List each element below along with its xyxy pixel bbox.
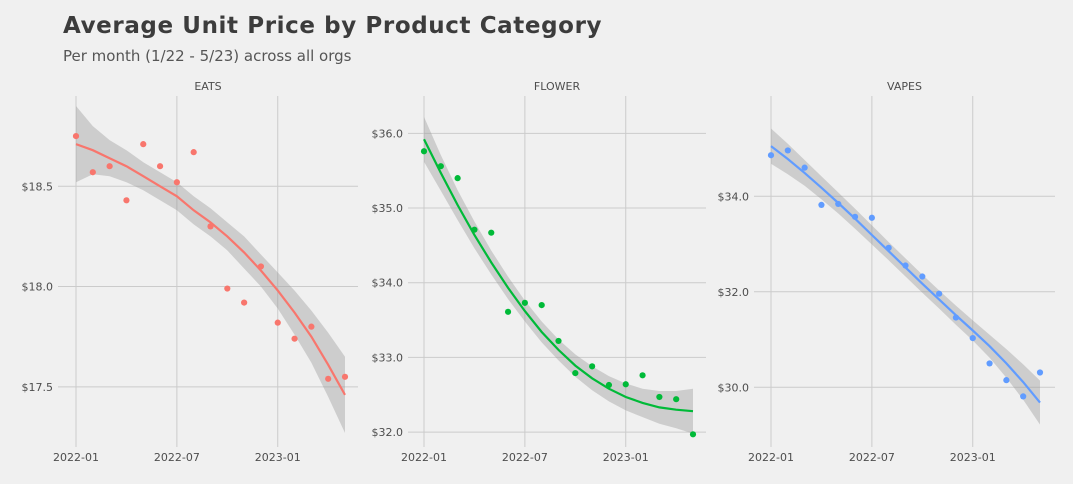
chart-subtitle: Per month (1/22 - 5/23) across all orgs bbox=[63, 47, 352, 65]
data-point-vapes bbox=[936, 290, 943, 297]
data-point-flower bbox=[454, 175, 461, 182]
x-tick-label: 2023-01 bbox=[603, 451, 649, 464]
data-point-vapes bbox=[868, 214, 875, 221]
data-point-vapes bbox=[986, 360, 993, 367]
trend-line-eats bbox=[75, 143, 346, 396]
data-point-flower bbox=[521, 299, 528, 306]
x-tick-label: 2022-07 bbox=[502, 451, 548, 464]
data-point-vapes bbox=[818, 201, 825, 208]
y-tick-label: $34.0 bbox=[372, 277, 404, 290]
data-point-eats bbox=[341, 373, 349, 380]
y-tick-label: $30.0 bbox=[718, 381, 750, 394]
data-point-eats bbox=[224, 285, 231, 292]
data-point-flower bbox=[420, 148, 428, 155]
confidence-band-flower bbox=[424, 116, 693, 434]
data-point-eats bbox=[274, 319, 281, 326]
y-tick-label: $32.0 bbox=[372, 426, 404, 439]
y-tick-label: $34.0 bbox=[718, 190, 750, 203]
data-point-vapes bbox=[767, 152, 775, 159]
data-point-flower bbox=[572, 369, 579, 377]
data-point-eats bbox=[140, 141, 147, 148]
data-point-vapes bbox=[919, 273, 926, 280]
data-point-eats bbox=[190, 149, 197, 156]
x-tick-label: 2023-01 bbox=[950, 451, 996, 464]
x-tick-label: 2022-01 bbox=[748, 451, 794, 464]
data-point-vapes bbox=[1036, 369, 1044, 376]
data-point-eats bbox=[325, 375, 332, 382]
y-tick-label: $18.5 bbox=[22, 180, 54, 193]
data-point-eats bbox=[156, 163, 164, 170]
data-point-eats bbox=[308, 323, 315, 330]
data-point-flower bbox=[656, 393, 663, 401]
data-point-vapes bbox=[784, 147, 791, 154]
data-point-flower bbox=[488, 229, 495, 236]
data-point-flower bbox=[639, 372, 646, 379]
data-point-vapes bbox=[1020, 393, 1027, 400]
data-point-eats bbox=[291, 335, 298, 342]
data-point-flower bbox=[555, 337, 562, 345]
trend-line-vapes bbox=[770, 145, 1041, 404]
data-point-vapes bbox=[1003, 377, 1010, 384]
y-tick-label: $32.0 bbox=[718, 286, 750, 299]
data-point-eats bbox=[106, 163, 113, 170]
data-point-flower bbox=[504, 308, 512, 315]
data-point-flower bbox=[538, 302, 545, 309]
data-point-flower bbox=[622, 381, 629, 388]
trend-line-flower bbox=[423, 138, 694, 413]
panel-label-eats: EATS bbox=[194, 80, 221, 93]
x-tick-label: 2022-07 bbox=[849, 451, 895, 464]
data-point-eats bbox=[173, 179, 180, 186]
data-point-flower bbox=[589, 363, 596, 370]
x-tick-label: 2022-01 bbox=[401, 451, 447, 464]
x-tick-label: 2023-01 bbox=[255, 451, 301, 464]
data-point-eats bbox=[89, 169, 96, 176]
data-point-vapes bbox=[969, 335, 976, 342]
y-tick-label: $33.0 bbox=[372, 351, 404, 364]
panel-label-vapes: VAPES bbox=[887, 80, 922, 93]
confidence-band-vapes bbox=[771, 128, 1040, 425]
y-tick-label: $36.0 bbox=[372, 127, 404, 140]
data-point-eats bbox=[241, 299, 248, 306]
data-point-flower bbox=[689, 431, 697, 438]
data-point-flower bbox=[673, 396, 680, 403]
panel-label-flower: FLOWER bbox=[534, 80, 581, 93]
data-point-vapes bbox=[801, 164, 808, 171]
y-tick-label: $35.0 bbox=[372, 202, 404, 215]
x-tick-label: 2022-07 bbox=[154, 451, 200, 464]
data-point-eats bbox=[123, 197, 130, 204]
confidence-band-eats bbox=[76, 106, 345, 433]
x-tick-label: 2022-01 bbox=[53, 451, 99, 464]
y-tick-label: $17.5 bbox=[22, 381, 54, 394]
data-point-eats bbox=[72, 133, 80, 140]
chart-title: Average Unit Price by Product Category bbox=[63, 13, 603, 39]
y-tick-label: $18.0 bbox=[22, 281, 54, 294]
